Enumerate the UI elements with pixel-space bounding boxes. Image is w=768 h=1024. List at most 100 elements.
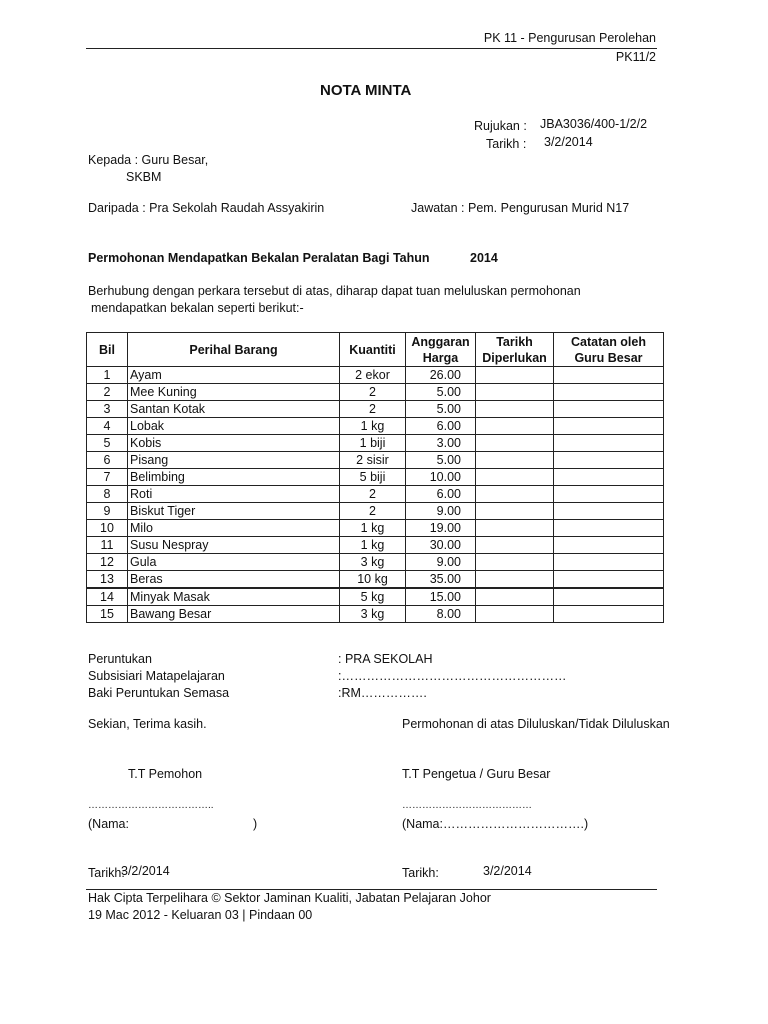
bil-cell: 1 [86,366,128,384]
catatan-cell [553,587,664,606]
harga-cell: 19.00 [405,519,476,537]
rujukan-value: JBA3036/400-1/2/2 [540,117,648,131]
harga-cell: 5.00 [405,400,476,418]
col-bil: Bil [86,332,128,367]
daripada: Daripada : Pra Sekolah Raudah Assyakirin [88,201,325,215]
sign-right-line: ………………………………… [402,800,532,811]
harga-cell: 9.00 [405,553,476,571]
sign-left-close: ) [253,817,258,831]
kuantiti-cell: 2 [339,485,406,503]
harga-cell: 35.00 [405,570,476,589]
tarikh-cell [475,468,554,486]
rujukan-label: Rujukan : [474,119,527,133]
kepada-line2: SKBM [126,170,162,184]
table-row: 13 Beras 10 kg 35.00 [86,570,664,589]
perihal-cell: Bawang Besar [127,605,340,623]
sign-left-title: T.T Pemohon [128,767,203,781]
perihal-cell: Ayam [127,366,340,384]
footer-copyright: Hak Cipta Terpelihara © Sektor Jaminan K… [88,891,491,905]
table-row: 4 Lobak 1 kg 6.00 [86,417,664,435]
right-tarikh-value: 3/2/2014 [483,864,532,878]
items-table: Bil Perihal Barang Kuantiti Anggaran Harg… [86,332,664,623]
table-row: 5 Kobis 1 biji 3.00 [86,434,664,452]
baki-label: Baki Peruntukan Semasa [88,686,230,700]
kepada-line1: Kepada : Guru Besar, [88,153,209,167]
harga-cell: 8.00 [405,605,476,623]
footer-divider [86,889,657,890]
left-tarikh-label: Tarikh: [88,866,125,880]
tarikh-value: 3/2/2014 [544,135,593,149]
harga-cell: 9.00 [405,502,476,520]
tarikh-cell [475,502,554,520]
sign-left-nama: (Nama: [88,817,129,831]
tarikh-cell [475,451,554,469]
harga-cell: 3.00 [405,434,476,452]
kuantiti-cell: 1 kg [339,417,406,435]
tarikh-cell [475,536,554,554]
harga-cell: 6.00 [405,417,476,435]
bil-cell: 11 [86,536,128,554]
col-kuantiti: Kuantiti [339,332,406,367]
perihal-cell: Santan Kotak [127,400,340,418]
peruntukan-value: : PRA SEKOLAH [338,652,433,666]
table-row: 9 Biskut Tiger 2 9.00 [86,502,664,520]
col-anggaran: Anggaran Harga [405,332,476,367]
bil-cell: 10 [86,519,128,537]
table-row: 6 Pisang 2 sisir 5.00 [86,451,664,469]
header-divider [86,48,657,49]
col-tarikh: Tarikh Diperlukan [475,332,554,367]
table-row: 1 Ayam 2 ekor 26.00 [86,366,664,384]
kuantiti-cell: 2 sisir [339,451,406,469]
tarikh-cell [475,570,554,589]
tarikh-cell [475,605,554,623]
kuantiti-cell: 5 biji [339,468,406,486]
perihal-cell: Roti [127,485,340,503]
table-row: 8 Roti 2 6.00 [86,485,664,503]
kuantiti-cell: 2 [339,502,406,520]
perihal-cell: Milo [127,519,340,537]
bil-cell: 14 [86,587,128,606]
bil-cell: 13 [86,570,128,589]
tarikh-cell [475,553,554,571]
bil-cell: 9 [86,502,128,520]
bil-cell: 6 [86,451,128,469]
kuantiti-cell: 1 kg [339,519,406,537]
kuantiti-cell: 1 kg [339,536,406,554]
sign-left-line: ……………………………….. [88,800,214,811]
bil-cell: 15 [86,605,128,623]
closing-left: Sekian, Terima kasih. [88,717,207,731]
table-row: 10 Milo 1 kg 19.00 [86,519,664,537]
bil-cell: 12 [86,553,128,571]
catatan-cell [553,400,664,418]
header-title: PK 11 - Pengurusan Perolehan [483,31,656,45]
tarikh-cell [475,587,554,606]
harga-cell: 5.00 [405,383,476,401]
kuantiti-cell: 2 ekor [339,366,406,384]
tarikh-cell [475,366,554,384]
peruntukan-label: Peruntukan [88,652,152,666]
table-row: 11 Susu Nespray 1 kg 30.00 [86,536,664,554]
bil-cell: 3 [86,400,128,418]
kuantiti-cell: 5 kg [339,587,406,606]
perihal-cell: Lobak [127,417,340,435]
harga-cell: 30.00 [405,536,476,554]
catatan-cell [553,417,664,435]
jawatan: Jawatan : Pem. Pengurusan Murid N17 [411,201,630,215]
bil-cell: 8 [86,485,128,503]
tarikh-cell [475,400,554,418]
catatan-cell [553,502,664,520]
header-code: PK11/2 [615,50,656,64]
bil-cell: 4 [86,417,128,435]
catatan-cell [553,519,664,537]
table-row: 7 Belimbing 5 biji 10.00 [86,468,664,486]
bil-cell: 2 [86,383,128,401]
catatan-cell [553,485,664,503]
tarikh-cell [475,417,554,435]
table-row: 12 Gula 3 kg 9.00 [86,553,664,571]
catatan-cell [553,605,664,623]
bil-cell: 7 [86,468,128,486]
catatan-cell [553,536,664,554]
tarikh-cell [475,485,554,503]
kuantiti-cell: 2 [339,400,406,418]
perihal-cell: Kobis [127,434,340,452]
